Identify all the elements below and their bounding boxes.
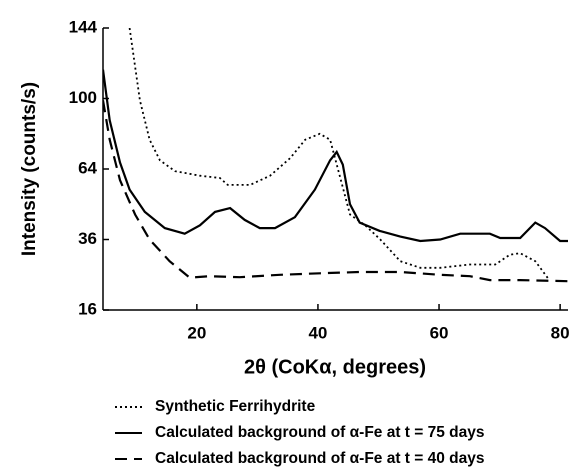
y-axis-title: Intensity (counts/s) <box>19 82 40 256</box>
y-tick-label: 16 <box>78 299 97 318</box>
plot-area <box>103 28 569 283</box>
legend-label: Synthetic Ferrihydrite <box>155 398 316 415</box>
series-line <box>103 100 569 283</box>
y-tick-label: 64 <box>78 158 97 177</box>
legend-label: Calculated background of α-Fe at t = 40 … <box>155 450 485 467</box>
y-tick-label: 144 <box>69 17 98 36</box>
y-tick-label: 100 <box>69 88 97 107</box>
x-tick-label: 60 <box>430 323 449 342</box>
x-tick-label: 80 <box>551 323 570 342</box>
x-tick-label: 20 <box>187 323 206 342</box>
series-line <box>128 28 549 279</box>
y-tick-label: 36 <box>78 229 97 248</box>
x-axis-title: 2θ (CoKα, degrees) <box>244 356 426 378</box>
series-line <box>103 69 568 243</box>
legend-label: Calculated background of α-Fe at t = 75 … <box>155 424 485 441</box>
x-tick-label: 40 <box>308 323 327 342</box>
